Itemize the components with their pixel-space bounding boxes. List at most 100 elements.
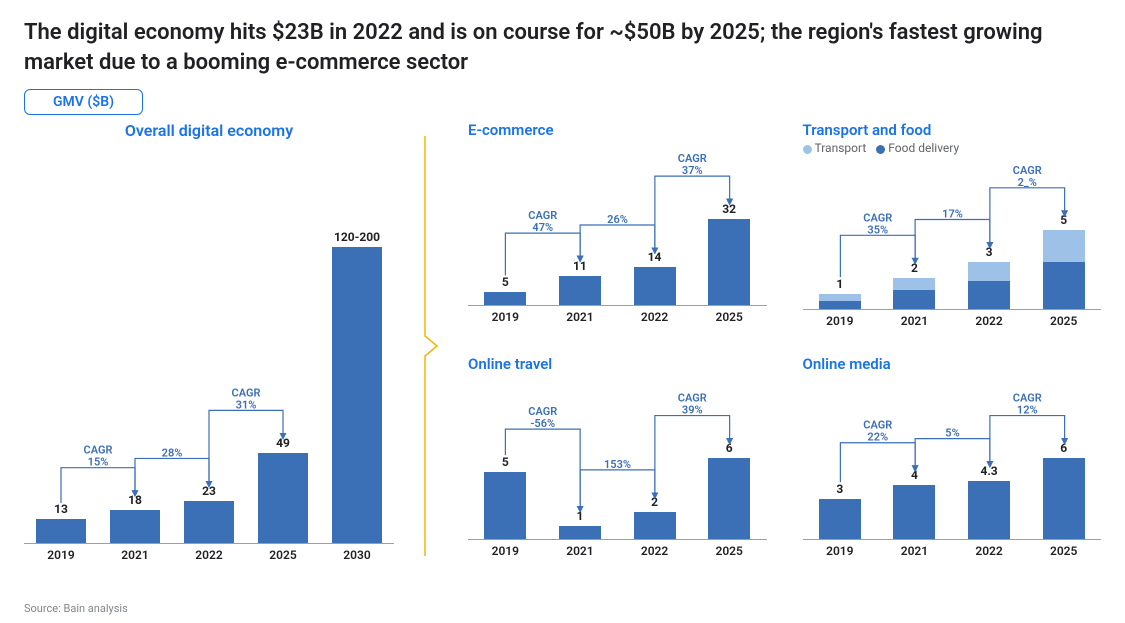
bar-segment — [258, 453, 308, 544]
bar-stack — [708, 458, 750, 539]
bar-stack — [332, 247, 382, 543]
bar-value-label: 6 — [726, 441, 733, 455]
svg-text:5%: 5% — [945, 427, 959, 440]
svg-text:CAGR: CAGR — [863, 212, 892, 225]
svg-text:CAGR: CAGR — [1012, 392, 1041, 405]
bar-segment — [968, 481, 1010, 539]
ecommerce-panel: E-commerce5111432CAGR47%26%CAGR37%201920… — [468, 121, 767, 337]
svg-text:CAGR: CAGR — [863, 419, 892, 432]
bar-stack — [36, 519, 86, 543]
x-tick: 2021 — [543, 544, 618, 558]
bar-value-label: 3 — [836, 482, 843, 496]
svg-text:CAGR: CAGR — [1012, 164, 1041, 177]
x-tick: 2025 — [1026, 314, 1101, 328]
x-tick: 2022 — [617, 310, 692, 324]
bar-segment — [634, 512, 676, 539]
svg-text:2_%: 2_% — [1017, 176, 1036, 189]
bars-row: 5111432CAGR47%26%CAGR37% — [468, 141, 767, 306]
x-axis: 2019202120222025 — [803, 540, 1102, 558]
online_media-chart: 344.36CAGR22%5%CAGR12%2019202120222025 — [803, 375, 1102, 558]
bar-col: 5 — [468, 275, 543, 306]
bar-value-label: 4.3 — [980, 464, 997, 478]
bar-col: 4.3 — [952, 464, 1027, 539]
main-chart-title: Overall digital economy — [24, 121, 394, 140]
bars-row: 5126CAGR-56%153%CAGR39% — [468, 375, 767, 540]
x-tick: 2019 — [468, 544, 543, 558]
bar-stack — [484, 292, 526, 306]
bar-col: 13 — [24, 502, 98, 543]
bar-value-label: 32 — [722, 202, 736, 216]
divider-bracket — [424, 121, 438, 571]
bar-col: 14 — [617, 250, 692, 305]
bar-col: 6 — [692, 441, 767, 539]
bar-stack — [559, 276, 601, 306]
bar-segment — [968, 262, 1010, 281]
legend-swatch — [803, 145, 812, 154]
x-tick: 2025 — [1026, 544, 1101, 558]
x-tick: 2021 — [98, 548, 172, 562]
x-tick: 2025 — [692, 310, 767, 324]
bars-row: 344.36CAGR22%5%CAGR12% — [803, 375, 1102, 540]
x-tick: 2021 — [877, 314, 952, 328]
bar-stack — [634, 512, 676, 539]
bar-col: 5 — [1026, 213, 1101, 309]
bar-segment — [484, 292, 526, 306]
bars-row: 13182349120-200CAGR15%28%CAGR31% — [24, 144, 394, 544]
svg-text:37%: 37% — [682, 165, 703, 178]
bar-stack — [1043, 458, 1085, 539]
bar-value-label: 23 — [202, 484, 216, 498]
online-travel-panel: Online travel5126CAGR-56%153%CAGR39%2019… — [468, 355, 767, 571]
bar-stack — [559, 526, 601, 540]
bar-col: 5 — [468, 455, 543, 540]
x-tick: 2021 — [543, 310, 618, 324]
bar-col: 32 — [692, 202, 767, 306]
chart-title: Transport and food — [803, 121, 1102, 139]
bar-col: 6 — [1026, 441, 1101, 539]
ecommerce-chart: 5111432CAGR47%26%CAGR37%2019202120222025 — [468, 141, 767, 324]
main-chart: 13182349120-200CAGR15%28%CAGR31%20192021… — [24, 144, 394, 562]
source-note: Source: Bain analysis — [24, 602, 128, 615]
bar-stack — [893, 485, 935, 539]
bar-value-label: 2 — [911, 261, 918, 275]
x-axis: 20192021202220252030 — [24, 544, 394, 562]
bar-value-label: 4 — [911, 468, 918, 482]
bar-stack — [1043, 230, 1085, 309]
svg-text:CAGR: CAGR — [678, 392, 707, 405]
bar-value-label: 5 — [502, 455, 509, 469]
bar-value-label: 2 — [651, 495, 658, 509]
x-tick: 2021 — [877, 544, 952, 558]
bar-value-label: 1 — [576, 509, 583, 523]
bar-value-label: 6 — [1060, 441, 1067, 455]
bar-stack — [484, 472, 526, 540]
x-tick: 2019 — [803, 544, 878, 558]
x-axis: 2019202120222025 — [468, 540, 767, 558]
bar-value-label: 13 — [54, 502, 68, 516]
charts-layout: Overall digital economy 13182349120-200C… — [24, 121, 1101, 571]
bar-col: 1 — [543, 509, 618, 540]
bar-col: 4 — [877, 468, 952, 539]
bar-segment — [110, 510, 160, 543]
svg-text:26%: 26% — [607, 213, 628, 226]
bar-value-label: 14 — [648, 250, 662, 264]
bar-col: 120-200 — [320, 230, 394, 543]
online_travel-chart: 5126CAGR-56%153%CAGR39%2019202120222025 — [468, 375, 767, 558]
bar-segment — [819, 294, 861, 302]
bar-stack — [258, 453, 308, 544]
legend-label: Food delivery — [888, 141, 959, 155]
svg-text:15%: 15% — [88, 456, 109, 469]
chart-title: Online media — [803, 355, 1102, 373]
main-chart-panel: Overall digital economy 13182349120-200C… — [24, 121, 394, 571]
bar-col: 3 — [952, 245, 1027, 310]
bar-segment — [968, 281, 1010, 310]
bar-segment — [634, 267, 676, 305]
bar-value-label: 5 — [1060, 213, 1067, 227]
bar-stack — [708, 219, 750, 306]
transport-food-panel: Transport and foodTransportFood delivery… — [803, 121, 1102, 337]
bar-stack — [110, 510, 160, 543]
bar-segment — [184, 501, 234, 544]
bar-stack — [819, 294, 861, 310]
svg-text:22%: 22% — [867, 431, 888, 444]
bar-col: 18 — [98, 493, 172, 543]
bar-value-label: 49 — [276, 436, 290, 450]
bar-segment — [36, 519, 86, 543]
